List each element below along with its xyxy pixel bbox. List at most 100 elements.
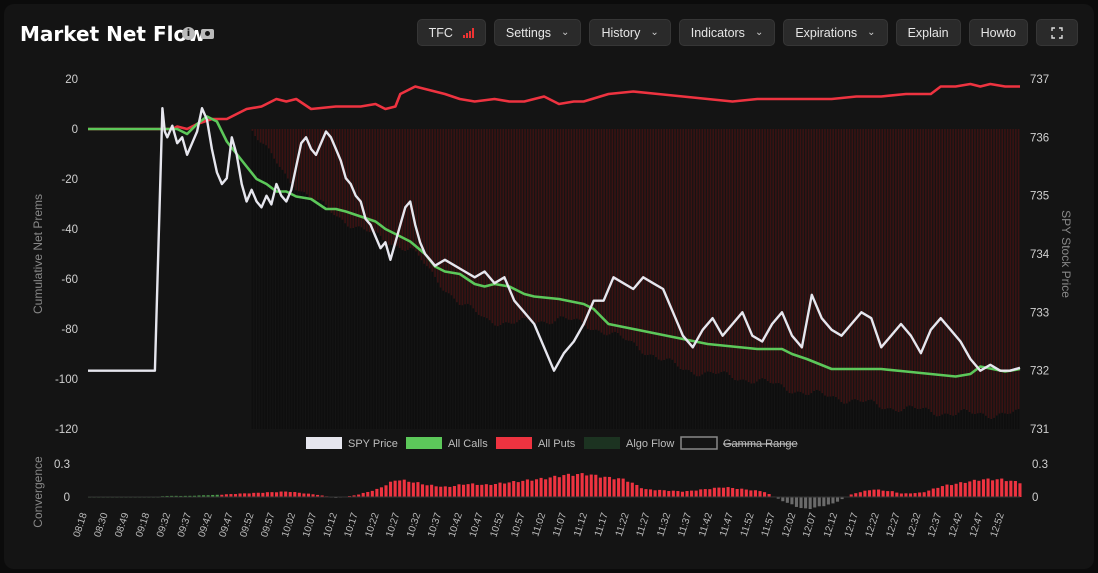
legend-swatch[interactable] <box>584 437 620 449</box>
put-fill-bar <box>576 129 578 319</box>
algo-fill-bar <box>619 335 622 429</box>
put-fill-bar <box>769 129 772 383</box>
legend-label[interactable]: Algo Flow <box>626 438 674 450</box>
convergence-bar <box>886 491 890 497</box>
legend-swatch[interactable] <box>496 437 532 449</box>
expirations-button[interactable]: Expirations ⌄ <box>783 19 888 46</box>
x-tick-label: 10:07 <box>301 511 319 539</box>
convergence-bar <box>726 487 730 497</box>
put-fill-bar <box>428 129 431 269</box>
expand-button[interactable] <box>1036 19 1078 46</box>
convergence-bar <box>671 490 675 497</box>
algo-fill-bar <box>993 417 995 429</box>
algo-fill-bar <box>775 383 777 429</box>
put-fill-bar <box>578 129 581 320</box>
camera-icon[interactable] <box>201 29 214 39</box>
put-fill-bar <box>458 129 461 305</box>
put-fill-bar <box>524 129 526 318</box>
legend-swatch[interactable] <box>406 437 442 449</box>
algo-fill-bar <box>480 316 483 429</box>
y2-tick-label: 737 <box>1030 74 1049 86</box>
algo-fill-bar <box>944 413 946 429</box>
legend-swatch[interactable] <box>680 436 718 450</box>
y-tick-label: -60 <box>61 274 78 286</box>
put-fill-bar <box>636 129 638 347</box>
put-fill-bar <box>308 129 311 198</box>
algo-fill-bar <box>428 268 431 429</box>
legend-swatch[interactable] <box>306 437 342 449</box>
algo-fill-bar <box>821 393 824 429</box>
algo-fill-bar <box>1009 413 1012 429</box>
x-tick-label: 11:52 <box>739 511 757 538</box>
put-fill-bar <box>442 129 445 291</box>
convergence-bar <box>525 479 529 497</box>
algo-fill-bar <box>434 276 436 429</box>
put-fill-bar <box>409 129 412 248</box>
algo-fill-bar <box>567 319 570 429</box>
put-fill-bar <box>867 129 870 401</box>
put-fill-bar <box>317 129 319 201</box>
put-fill-bar <box>390 129 393 245</box>
convergence-bar <box>398 480 402 497</box>
put-fill-bar <box>968 129 971 413</box>
put-fill-bar <box>750 129 753 384</box>
algo-fill-bar <box>338 217 341 429</box>
convergence-bar <box>877 489 881 497</box>
put-fill-bar <box>333 129 335 216</box>
put-fill-bar <box>693 129 695 375</box>
put-fill-bar <box>368 129 371 233</box>
indicators-button[interactable]: Indicators ⌄ <box>678 19 776 46</box>
algo-fill-bar <box>903 409 905 429</box>
put-fill-bar <box>1009 129 1012 414</box>
algo-fill-bar <box>832 396 834 429</box>
convergence-bar <box>215 494 219 497</box>
algo-fill-bar <box>878 407 881 429</box>
algo-fill-bar <box>535 323 537 429</box>
put-fill-bar <box>892 129 894 410</box>
algo-fill-bar <box>786 390 788 429</box>
put-fill-bar <box>810 129 813 394</box>
put-fill-bar <box>341 129 344 220</box>
put-fill-bar <box>777 129 780 384</box>
convergence-bar <box>594 474 598 497</box>
explain-button[interactable]: Explain <box>895 19 961 46</box>
algo-fill-bar <box>589 330 592 429</box>
put-fill-bar <box>848 129 851 402</box>
algo-fill-bar <box>336 216 338 429</box>
x-tick-label: 11:17 <box>593 511 611 538</box>
put-fill-bar <box>270 129 273 154</box>
put-fill-bar <box>704 129 706 373</box>
page-title: Market Net Flow <box>20 22 206 46</box>
put-fill-bar <box>862 129 864 403</box>
put-fill-bar <box>840 129 843 403</box>
tfc-button[interactable]: TFC <box>416 19 486 46</box>
signal-bars-icon <box>462 27 474 38</box>
algo-fill-bar <box>371 231 374 429</box>
algo-fill-bar <box>390 244 393 429</box>
legend-label[interactable]: All Calls <box>448 438 488 450</box>
put-fill-bar <box>276 129 278 164</box>
put-fill-bar <box>687 129 690 371</box>
howto-button[interactable]: Howto <box>968 19 1028 46</box>
put-fill-bar <box>646 129 649 355</box>
put-fill-bar <box>644 129 646 356</box>
chart-legend: SPY Price All Calls All Puts Algo Flow Gamma… <box>306 436 798 450</box>
put-fill-bar <box>1012 129 1014 412</box>
legend-label[interactable]: SPY Price <box>348 438 398 450</box>
legend-label[interactable]: All Puts <box>538 438 576 450</box>
legend-label[interactable]: Gamma Range <box>723 438 798 450</box>
history-button[interactable]: History ⌄ <box>589 19 671 46</box>
y2-tick-label: 732 <box>1030 366 1049 378</box>
convergence-bar <box>471 483 475 497</box>
put-fill-bar <box>905 129 908 407</box>
info-icon[interactable]: i <box>182 27 195 40</box>
algo-fill-bar <box>475 312 477 429</box>
put-fill-bar <box>477 129 480 315</box>
put-fill-bar <box>311 129 314 200</box>
algo-fill-bar <box>521 318 524 429</box>
convergence-bar <box>954 483 958 497</box>
x-tick-label: 09:52 <box>238 511 256 539</box>
put-fill-bar <box>466 129 469 304</box>
put-fill-bar <box>510 129 513 324</box>
settings-button[interactable]: Settings ⌄ <box>493 19 582 46</box>
